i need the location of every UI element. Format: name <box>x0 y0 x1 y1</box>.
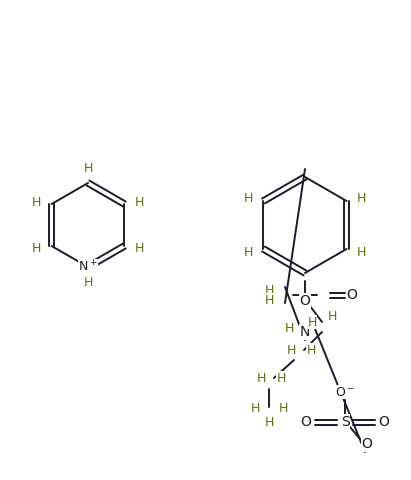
Text: H: H <box>286 344 296 357</box>
Text: N: N <box>300 325 310 339</box>
Text: H: H <box>284 322 294 335</box>
Text: O$^-$: O$^-$ <box>335 385 355 398</box>
Text: H: H <box>357 192 366 204</box>
Text: O: O <box>300 294 310 308</box>
Text: H: H <box>307 315 317 328</box>
Text: H: H <box>250 401 260 415</box>
Text: H: H <box>135 195 144 208</box>
Text: H: H <box>306 344 316 357</box>
Text: H: H <box>256 372 266 384</box>
Text: H: H <box>278 401 288 415</box>
Text: H: H <box>244 192 253 204</box>
Text: N$^+$: N$^+$ <box>78 259 98 275</box>
Text: H: H <box>327 311 337 324</box>
Text: H: H <box>83 161 93 175</box>
Text: O: O <box>379 415 390 429</box>
Text: H: H <box>357 245 366 259</box>
Text: H: H <box>276 372 286 384</box>
Text: H: H <box>264 417 274 430</box>
Text: O: O <box>300 415 312 429</box>
Text: S: S <box>341 415 349 429</box>
Text: H: H <box>244 245 253 259</box>
Text: H: H <box>32 241 42 254</box>
Text: O: O <box>346 288 358 302</box>
Text: H: H <box>32 195 42 208</box>
Text: H: H <box>264 284 274 297</box>
Text: O: O <box>362 437 372 451</box>
Text: H: H <box>83 276 93 289</box>
Text: H: H <box>135 241 144 254</box>
Text: H: H <box>264 293 274 307</box>
